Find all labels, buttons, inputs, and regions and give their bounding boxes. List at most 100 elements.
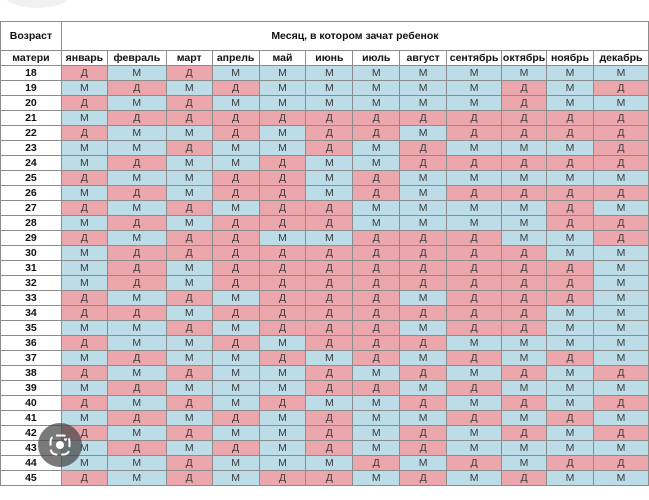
gender-cell: М xyxy=(165,125,213,141)
gender-cell: М xyxy=(546,65,594,81)
gender-cell: М xyxy=(211,470,260,486)
gender-cell: Д xyxy=(165,395,213,411)
gender-cell: Д xyxy=(446,305,503,321)
gender-cell: М xyxy=(546,425,594,441)
age-cell: 33 xyxy=(0,290,62,306)
gender-cell: Д xyxy=(501,80,548,96)
gender-cell: М xyxy=(592,245,649,261)
gender-cell: Д xyxy=(258,290,307,306)
gender-cell: Д xyxy=(592,80,649,96)
gender-cell: М xyxy=(60,260,108,276)
gender-cell: М xyxy=(399,290,448,306)
gender-cell: Д xyxy=(211,410,260,426)
gender-cell: М xyxy=(446,215,503,231)
gender-cell: Д xyxy=(60,200,108,216)
gender-cell: М xyxy=(546,245,594,261)
gender-cell: Д xyxy=(165,65,213,81)
gender-cell: М xyxy=(106,200,167,216)
gender-cell: М xyxy=(305,170,354,186)
gender-cell: М xyxy=(592,305,649,321)
gender-cell: Д xyxy=(399,245,448,261)
gender-cell: М xyxy=(546,140,594,156)
gender-cell: М xyxy=(305,185,354,201)
gender-cell: Д xyxy=(211,260,260,276)
gender-cell: Д xyxy=(399,260,448,276)
gender-cell: Д xyxy=(352,245,401,261)
gender-cell: М xyxy=(60,380,108,396)
gender-cell: Д xyxy=(211,215,260,231)
table-row: 20 Д М Д М М М М М М Д М М xyxy=(0,95,649,111)
gender-cell: Д xyxy=(592,155,649,171)
gender-cell: М xyxy=(592,470,649,486)
gender-cell: Д xyxy=(106,260,167,276)
gender-cell: М xyxy=(211,350,260,366)
gender-cell: Д xyxy=(211,335,260,351)
gender-cell: М xyxy=(399,215,448,231)
gender-cell: М xyxy=(546,305,594,321)
age-cell: 21 xyxy=(0,110,62,126)
gender-cell: М xyxy=(258,95,307,111)
gender-cell: М xyxy=(399,350,448,366)
gender-cell: М xyxy=(446,440,503,456)
gender-cell: М xyxy=(165,335,213,351)
gender-cell: М xyxy=(446,95,503,111)
gender-cell: Д xyxy=(501,275,548,291)
gender-cell: М xyxy=(592,95,649,111)
gender-cell: Д xyxy=(60,230,108,246)
gender-cell: М xyxy=(352,140,401,156)
gender-cell: Д xyxy=(399,305,448,321)
gender-cell: Д xyxy=(352,185,401,201)
gender-cell: Д xyxy=(446,275,503,291)
gender-cell: М xyxy=(592,65,649,81)
gender-cell: Д xyxy=(352,230,401,246)
gender-cell: Д xyxy=(352,170,401,186)
gender-cell: Д xyxy=(592,125,649,141)
table-row: 36 Д М М Д М Д Д Д М М М М xyxy=(0,335,649,351)
gender-cell: М xyxy=(165,170,213,186)
gender-cell: Д xyxy=(546,290,594,306)
gender-cell: Д xyxy=(546,410,594,426)
month-header: май xyxy=(258,50,307,66)
gender-cell: М xyxy=(399,170,448,186)
gender-cell: Д xyxy=(305,335,354,351)
gender-cell: М xyxy=(106,425,167,441)
gender-cell: М xyxy=(399,380,448,396)
age-cell: 24 xyxy=(0,155,62,171)
gender-cell: Д xyxy=(258,350,307,366)
gender-cell: М xyxy=(258,125,307,141)
gender-cell: Д xyxy=(352,290,401,306)
gender-cell: М xyxy=(352,215,401,231)
gender-cell: Д xyxy=(592,425,649,441)
gender-cell: Д xyxy=(258,245,307,261)
gender-cell: М xyxy=(165,155,213,171)
gender-cell: М xyxy=(446,170,503,186)
gender-cell: Д xyxy=(258,260,307,276)
gender-cell: М xyxy=(352,440,401,456)
gender-cell: М xyxy=(165,80,213,96)
gender-cell: М xyxy=(258,80,307,96)
gender-cell: М xyxy=(60,320,108,336)
gender-cell: Д xyxy=(501,320,548,336)
age-cell: 35 xyxy=(0,320,62,336)
gender-cell: Д xyxy=(258,320,307,336)
gender-cell: М xyxy=(546,320,594,336)
gender-cell: Д xyxy=(352,110,401,126)
gender-cell: Д xyxy=(399,155,448,171)
gender-cell: Д xyxy=(106,185,167,201)
image-search-button[interactable] xyxy=(38,423,82,467)
gender-cell: М xyxy=(211,140,260,156)
gender-cell: Д xyxy=(258,215,307,231)
age-cell: 30 xyxy=(0,245,62,261)
gender-cell: Д xyxy=(165,200,213,216)
gender-cell: М xyxy=(258,440,307,456)
gender-cell: Д xyxy=(106,350,167,366)
gender-cell: М xyxy=(106,470,167,486)
gender-cell: М xyxy=(106,170,167,186)
table-row: 29 Д М Д Д М М Д Д Д М М Д xyxy=(0,230,649,246)
gender-cell: Д xyxy=(60,95,108,111)
gender-cell: М xyxy=(592,290,649,306)
gender-cell: М xyxy=(592,320,649,336)
gender-cell: М xyxy=(305,80,354,96)
gender-cell: М xyxy=(211,425,260,441)
gender-cell: М xyxy=(60,140,108,156)
